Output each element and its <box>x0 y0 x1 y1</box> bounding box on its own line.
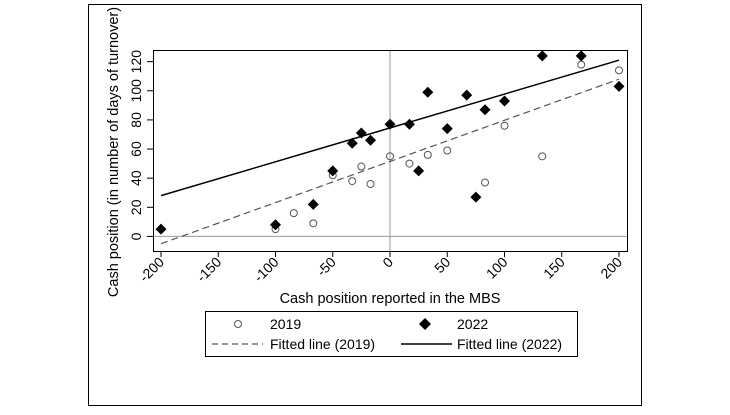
x-tick-label: 100 <box>483 254 511 282</box>
data-point-2022 <box>270 219 281 231</box>
x-tick-label: 0 <box>379 254 396 271</box>
data-point-2022 <box>365 134 377 146</box>
legend-label-fit-2019: Fitted line (2019) <box>270 336 375 352</box>
y-tick-label: 100 <box>128 79 144 103</box>
y-tick-label: 0 <box>128 232 144 240</box>
data-marks <box>155 50 625 235</box>
data-point-2022 <box>413 165 425 177</box>
data-point-2019 <box>500 121 509 130</box>
data-point-2022 <box>479 104 491 116</box>
data-point-2022 <box>461 89 473 101</box>
data-point-2019 <box>309 219 318 228</box>
x-axis-title: Cash position reported in the MBS <box>280 291 501 307</box>
data-point-2019 <box>289 209 298 218</box>
data-point-2019 <box>538 152 547 161</box>
legend-label-fit-2022: Fitted line (2022) <box>457 336 562 352</box>
data-point-2022 <box>346 137 358 149</box>
data-point-2022 <box>441 123 453 135</box>
legend-marker-2022 <box>419 318 431 330</box>
figure-frame <box>88 4 642 406</box>
data-point-2019 <box>386 152 394 161</box>
data-point-2019 <box>577 60 586 69</box>
data-point-2019 <box>405 159 414 168</box>
y-tick-label: 60 <box>128 141 144 157</box>
x-tick-label: -100 <box>250 254 281 285</box>
data-point-2019 <box>423 150 432 159</box>
data-point-2019 <box>348 177 357 186</box>
data-point-2022 <box>384 118 396 130</box>
x-tick-label: -200 <box>136 254 167 285</box>
data-point-2019 <box>357 162 366 171</box>
legend-marker-2019 <box>234 320 242 328</box>
x-tick-label: -50 <box>313 254 339 280</box>
y-axis-ticks: 0 20 40 60 80 100 120 <box>128 50 153 240</box>
legend-label-2019: 2019 <box>270 316 301 332</box>
data-point-2022 <box>613 80 625 92</box>
data-point-2019 <box>443 146 452 155</box>
legend-frame <box>205 311 578 357</box>
data-point-2019 <box>615 66 623 75</box>
data-point-2022 <box>470 191 482 203</box>
x-tick-label: -150 <box>193 254 224 285</box>
y-tick-label: 40 <box>128 170 144 186</box>
y-tick-label: 20 <box>128 199 144 215</box>
y-tick-label: 80 <box>128 112 144 128</box>
data-point-2022 <box>327 165 339 177</box>
data-point-2022 <box>403 118 415 130</box>
x-axis-ticks: -200 -150 -100 -50 0 50 100 150 200 <box>136 251 625 285</box>
fit-line-2019 <box>160 78 620 245</box>
x-tick-label: 50 <box>431 254 453 276</box>
data-point-2022 <box>307 198 319 210</box>
data-point-2022 <box>422 86 434 98</box>
y-tick-label: 120 <box>128 50 144 74</box>
data-point-2022 <box>575 50 587 62</box>
x-tick-label: 150 <box>540 254 568 282</box>
data-point-2022 <box>155 223 167 235</box>
legend: 2019 2022 Fitted line (2019) Fitted line… <box>205 311 578 357</box>
y-axis-title: Cash position (in number of days of turn… <box>106 7 122 297</box>
data-point-2022 <box>355 127 367 139</box>
data-point-2022 <box>499 95 510 107</box>
data-point-2022 <box>536 50 548 62</box>
x-tick-label: 200 <box>597 254 625 282</box>
legend-label-2022: 2022 <box>457 316 488 332</box>
data-point-2019 <box>481 178 490 187</box>
data-point-2019 <box>366 180 375 188</box>
